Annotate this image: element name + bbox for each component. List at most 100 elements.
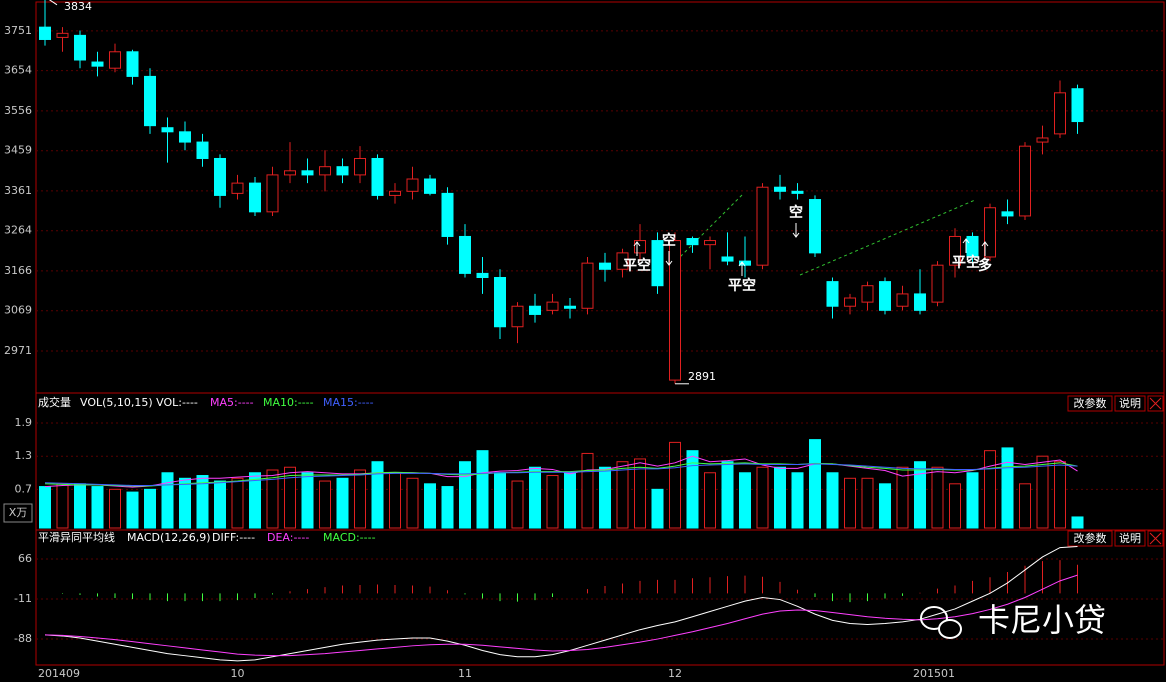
volume-bar xyxy=(319,480,331,529)
volume-bar xyxy=(301,472,314,529)
volume-bar xyxy=(441,486,454,529)
watermark-text: 卡尼小贷 xyxy=(978,601,1106,639)
signal-label: 多 xyxy=(978,257,992,274)
legend-entry: DIFF:---- xyxy=(212,531,255,544)
volume-bar xyxy=(984,450,996,529)
button-label[interactable]: 改参数 xyxy=(1074,396,1107,410)
panel-subtitle: VOL(5,10,15) VOL:---- xyxy=(80,396,198,409)
y-tick-label: 1.3 xyxy=(15,449,33,462)
candle-body xyxy=(861,285,874,303)
y-tick-label: 2971 xyxy=(4,344,32,357)
signal-arrow xyxy=(665,251,673,266)
candle-body xyxy=(914,293,926,311)
volume-bar xyxy=(39,486,51,529)
candle-body xyxy=(424,178,436,194)
volume-bar xyxy=(266,469,279,529)
candle-body xyxy=(896,293,909,307)
candle-body xyxy=(984,207,996,258)
volume-bar xyxy=(861,477,874,529)
candle-body xyxy=(214,157,226,196)
candle-body xyxy=(406,178,419,192)
series-line xyxy=(44,546,1078,662)
candle-body xyxy=(949,235,961,266)
unit-box xyxy=(3,503,33,523)
candle-body xyxy=(56,32,69,38)
candle-body xyxy=(809,199,821,254)
candle-body xyxy=(564,305,576,309)
button[interactable] xyxy=(1067,395,1113,412)
close-button[interactable] xyxy=(1147,530,1164,547)
volume-bar xyxy=(914,461,926,529)
candle-body xyxy=(581,262,594,309)
y-tick-label: 3556 xyxy=(4,104,32,117)
button-label[interactable]: 改参数 xyxy=(1074,531,1107,545)
close-icon[interactable] xyxy=(1149,397,1162,410)
candle-body xyxy=(966,235,979,258)
x-tick-label: 201409 xyxy=(38,667,80,680)
volume-bar xyxy=(56,483,69,529)
unit-label: X万 xyxy=(9,506,28,519)
panel-title: 平滑异同平均线 xyxy=(38,530,115,544)
signal-arrow xyxy=(738,261,746,276)
candle-body xyxy=(179,131,191,143)
volume-bar xyxy=(389,472,401,529)
candle-body xyxy=(669,240,681,381)
close-icon[interactable] xyxy=(1149,532,1162,545)
volume-bar xyxy=(126,491,139,529)
signal-arrow xyxy=(962,238,970,253)
volume-bar xyxy=(494,472,506,529)
candle-body xyxy=(126,51,139,77)
volume-bar xyxy=(931,466,944,529)
candle-body xyxy=(599,262,611,270)
volume-bar xyxy=(459,461,471,529)
signal-label: 平空 xyxy=(728,277,756,294)
candle-body xyxy=(774,186,786,192)
legend-entry: DEA:---- xyxy=(267,531,309,544)
high-label: 3834 xyxy=(64,0,92,13)
button-label[interactable]: 说明 xyxy=(1119,396,1141,410)
series-line xyxy=(44,574,1078,657)
candle-body xyxy=(196,141,209,159)
x-tick-label: 10 xyxy=(231,667,245,680)
volume-bar xyxy=(1001,447,1014,529)
candle-body xyxy=(826,281,839,307)
signal-arrow xyxy=(981,241,989,256)
button[interactable] xyxy=(1067,530,1113,547)
close-button[interactable] xyxy=(1147,395,1164,412)
legend-entry: MA5:---- xyxy=(210,396,254,409)
signal-arrow xyxy=(792,223,800,238)
price-panel xyxy=(35,1,1165,394)
y-tick-label: 66 xyxy=(18,552,32,565)
candle-body xyxy=(161,127,174,133)
y-tick-label: 1.9 xyxy=(15,416,33,429)
button[interactable] xyxy=(1114,530,1146,547)
button[interactable] xyxy=(1114,395,1146,412)
candle-body xyxy=(39,26,51,40)
volume-bar xyxy=(896,466,909,529)
candle-body xyxy=(1054,92,1066,135)
y-tick-label: 3166 xyxy=(4,264,32,277)
volume-bar xyxy=(791,472,804,529)
candle-body xyxy=(284,170,296,176)
candle-body xyxy=(74,34,86,61)
volume-bar xyxy=(581,452,594,529)
candle-body xyxy=(1019,145,1031,217)
button-label[interactable]: 说明 xyxy=(1119,531,1141,545)
series-line xyxy=(44,463,1078,486)
candle-body xyxy=(616,252,629,270)
candle-body xyxy=(441,192,454,237)
volume-bar xyxy=(809,439,821,529)
legend-entry: MACD:---- xyxy=(323,531,376,544)
y-tick-label: 3751 xyxy=(4,24,32,37)
volume-bar xyxy=(949,483,961,529)
low-label: 2891 xyxy=(688,370,716,383)
volume-bar xyxy=(91,486,104,529)
volume-bar xyxy=(686,450,699,529)
volume-bar xyxy=(651,488,664,529)
volume-bar xyxy=(336,477,349,529)
candle-body xyxy=(686,238,699,246)
volume-bar xyxy=(196,475,209,529)
volume-bar xyxy=(406,477,419,529)
volume-bar xyxy=(721,461,734,529)
